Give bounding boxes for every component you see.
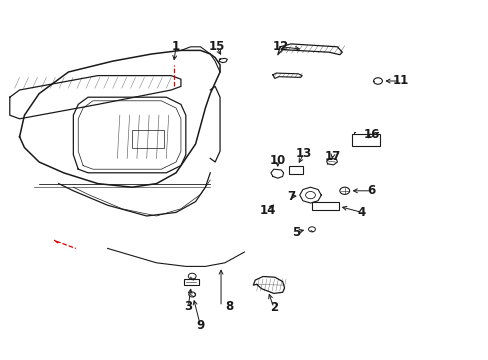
Text: 9: 9 xyxy=(196,319,204,332)
Text: 11: 11 xyxy=(392,75,408,87)
Text: 2: 2 xyxy=(269,301,277,314)
Text: 14: 14 xyxy=(259,204,276,217)
Bar xyxy=(351,134,380,146)
Text: 16: 16 xyxy=(363,129,379,141)
Text: 15: 15 xyxy=(208,40,224,53)
Text: 8: 8 xyxy=(225,300,233,313)
Bar xyxy=(132,130,163,148)
Text: 13: 13 xyxy=(295,147,312,159)
Text: 7: 7 xyxy=(286,190,294,203)
Text: 5: 5 xyxy=(291,226,299,239)
Text: 17: 17 xyxy=(324,150,340,163)
Text: 1: 1 xyxy=(172,40,180,53)
Text: 3: 3 xyxy=(184,300,192,313)
Bar xyxy=(289,166,303,174)
Bar xyxy=(183,279,198,285)
Text: 6: 6 xyxy=(367,184,375,197)
Text: 12: 12 xyxy=(272,40,289,53)
Text: 4: 4 xyxy=(357,206,365,219)
Text: 10: 10 xyxy=(269,154,285,167)
Bar xyxy=(311,202,338,210)
